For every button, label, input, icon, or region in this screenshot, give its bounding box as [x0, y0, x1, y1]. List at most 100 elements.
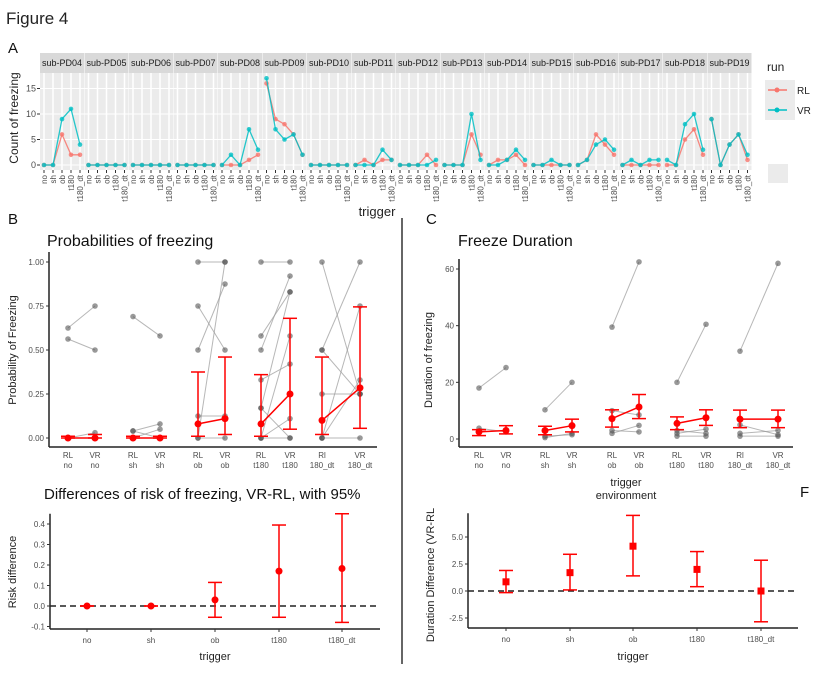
x-tick-label: sh	[183, 175, 192, 183]
estimate-point	[757, 587, 765, 595]
facet-label: sub-PD07	[175, 58, 215, 68]
point-VR	[95, 162, 100, 168]
y-tick-label: 1.00	[28, 258, 44, 267]
x-tick-label: ob	[503, 174, 512, 183]
facet-strip	[173, 53, 218, 73]
individual-line	[132, 316, 161, 337]
mean-point	[286, 390, 294, 398]
y-tick-label: 2.5	[452, 560, 464, 569]
individual-point	[195, 347, 201, 353]
point-VR	[130, 162, 136, 168]
point-VR	[308, 162, 314, 168]
individual-point	[542, 407, 548, 413]
point-VR	[228, 152, 234, 158]
point-VR	[175, 162, 180, 168]
y-tick-label: 10	[26, 109, 36, 119]
individual-point	[222, 435, 228, 441]
x-tick-label: VR	[354, 451, 365, 460]
mean-point	[635, 403, 643, 411]
facet-strip	[351, 53, 396, 73]
legend-entry-vr: VR	[797, 106, 811, 117]
panel-label-a: A	[8, 40, 18, 57]
x-tick-label: t180_dt	[388, 174, 397, 201]
individual-point	[222, 347, 228, 353]
x-tick-label: t180_dt	[329, 636, 356, 645]
individual-line	[67, 305, 96, 329]
individual-point	[258, 347, 264, 353]
individual-line	[676, 428, 707, 434]
point-VR	[166, 162, 172, 168]
x-tick-label: t180	[735, 174, 744, 190]
y-tick-label: 0.1	[34, 582, 46, 591]
individual-line	[67, 338, 96, 351]
point-RL	[59, 132, 65, 137]
mean-line	[611, 406, 640, 420]
individual-point	[65, 325, 71, 331]
mean-point	[356, 384, 364, 392]
x-tick-label: t180_dt	[521, 174, 530, 201]
point-VR	[611, 147, 617, 152]
x-tick-label: no	[64, 461, 73, 470]
x-tick-label: t180	[512, 174, 521, 190]
individual-point	[357, 259, 363, 265]
facet-sub-PD05: sub-PD05 no sh ob t180 t180_dt	[84, 53, 130, 202]
x-tick-label: t180	[423, 174, 432, 190]
facet-strip	[396, 53, 440, 73]
y-tick-label: 0.0	[34, 602, 46, 611]
point-VR	[371, 162, 376, 168]
point-RL	[362, 157, 367, 163]
individual-line	[321, 305, 361, 439]
individual-point	[569, 431, 575, 438]
facet-strip	[574, 53, 618, 73]
individual-line	[321, 261, 361, 395]
point-VR	[148, 162, 154, 168]
estimate-point	[502, 578, 510, 586]
y-tick-label: 60	[445, 265, 454, 274]
point-VR	[273, 127, 278, 132]
facet-sub-PD13: sub-PD13 no sh ob t180 t180_dt	[440, 53, 486, 202]
x-tick-label: sh	[672, 175, 681, 183]
point-RL	[602, 142, 608, 147]
y-tick-label: -0.1	[31, 623, 45, 632]
y-tick-label: -2.5	[449, 614, 463, 623]
y-tick-label: 0.2	[34, 561, 46, 570]
y-tick-label: 0.4	[34, 520, 46, 529]
panel-c-xlabel-2: environment	[596, 490, 657, 502]
x-tick-label: no	[475, 461, 484, 470]
point-VR	[255, 147, 261, 152]
panel-a-legend: run RL VR	[765, 60, 811, 183]
x-tick-label: RL	[540, 451, 551, 460]
x-tick-label: t180_dt	[432, 174, 441, 201]
individual-point	[703, 426, 709, 432]
x-tick-label: sh	[450, 175, 459, 183]
x-tick-label: VR	[566, 451, 577, 460]
x-tick-label: ob	[592, 174, 601, 183]
individual-point	[157, 333, 163, 339]
point-VR	[718, 162, 723, 168]
x-tick-label: ob	[236, 174, 245, 183]
individual-line	[197, 283, 226, 351]
point-VR	[433, 157, 439, 163]
individual-line	[739, 424, 779, 436]
point-VR	[59, 116, 65, 122]
x-tick-label: sh	[405, 175, 414, 183]
point-VR	[584, 157, 590, 163]
x-tick-label: no	[502, 461, 511, 470]
individual-point	[157, 426, 163, 433]
x-tick-label: ob	[414, 174, 423, 183]
facet-label: sub-PD04	[42, 58, 82, 68]
point-VR	[442, 162, 447, 168]
point-VR	[77, 142, 83, 147]
individual-line	[321, 379, 361, 439]
mean-point	[318, 416, 326, 424]
point-VR	[122, 162, 127, 168]
x-tick-label: VR	[284, 451, 295, 460]
point-VR	[486, 162, 492, 168]
estimate-point	[566, 569, 574, 577]
x-tick-label: ob	[726, 174, 735, 183]
point-VR	[700, 147, 706, 152]
x-tick-label: ob	[147, 174, 156, 183]
